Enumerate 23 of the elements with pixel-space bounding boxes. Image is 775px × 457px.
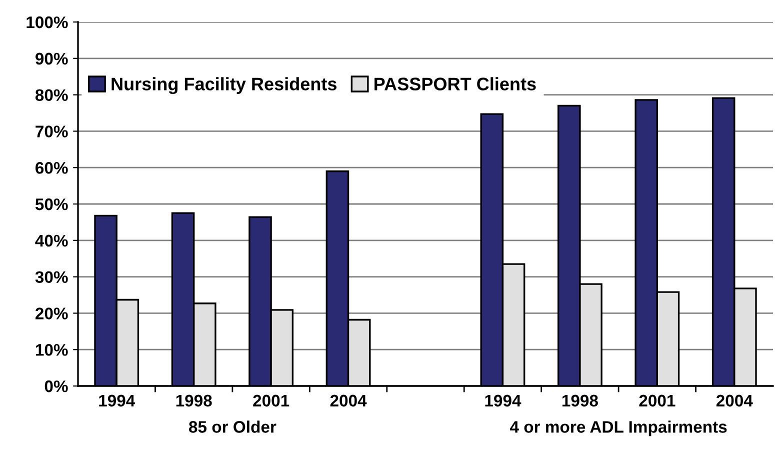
legend-label: PASSPORT Clients — [374, 77, 536, 90]
legend-label: Nursing Facility Residents — [112, 77, 337, 94]
text: 85 or Older — [188, 420, 276, 433]
y-tick-label: 30% — [35, 271, 68, 284]
x-tick-label: 2004 — [716, 394, 753, 407]
y-tick-label: 50% — [35, 198, 68, 210]
y-tick-label: 70% — [36, 126, 68, 138]
x-tick-label: 1994 — [99, 394, 136, 407]
x-tick-label: 2001 — [253, 394, 290, 407]
x-tick-label: 1998 — [562, 394, 598, 407]
y-tick-label: 90% — [36, 52, 68, 65]
y-tick-label: 100% — [26, 16, 68, 28]
x-tick-label: 1994 — [485, 394, 522, 407]
text: 4 or more ADL Impairments — [510, 420, 727, 436]
x-tick-label: 1998 — [176, 394, 212, 407]
x-tick-label: 2004 — [330, 394, 367, 407]
y-tick-label: 20% — [36, 308, 68, 320]
y-tick-label: 80% — [35, 89, 68, 102]
y-tick-label: 40% — [35, 234, 68, 247]
y-tick-label: 10% — [36, 344, 68, 356]
x-tick-label: 2001 — [639, 394, 676, 407]
y-tick-label: 60% — [36, 162, 68, 174]
y-tick-label: 0% — [44, 380, 68, 392]
